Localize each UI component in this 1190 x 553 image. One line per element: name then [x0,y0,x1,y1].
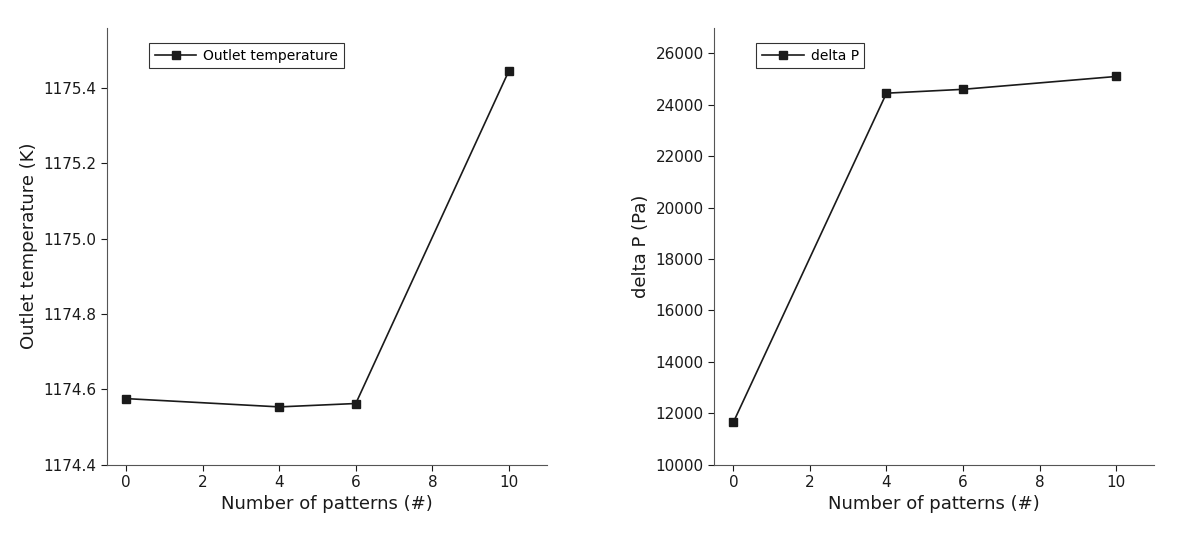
Outlet temperature [119,395,133,402]
X-axis label: Number of patterns (#): Number of patterns (#) [828,495,1040,514]
Line: delta P: delta P [729,72,1120,426]
delta P [1109,73,1123,80]
Outlet temperature [349,400,363,407]
X-axis label: Number of patterns (#): Number of patterns (#) [221,495,433,514]
Outlet temperature [273,404,287,410]
Y-axis label: Outlet temperature (K): Outlet temperature (K) [20,143,38,349]
Line: Outlet temperature: Outlet temperature [123,67,513,411]
delta P [956,86,970,93]
Legend: delta P: delta P [757,43,864,69]
Legend: Outlet temperature: Outlet temperature [149,43,344,69]
delta P [726,419,740,425]
Outlet temperature [502,67,516,74]
Y-axis label: delta P (Pa): delta P (Pa) [632,195,650,298]
delta P [879,90,894,97]
